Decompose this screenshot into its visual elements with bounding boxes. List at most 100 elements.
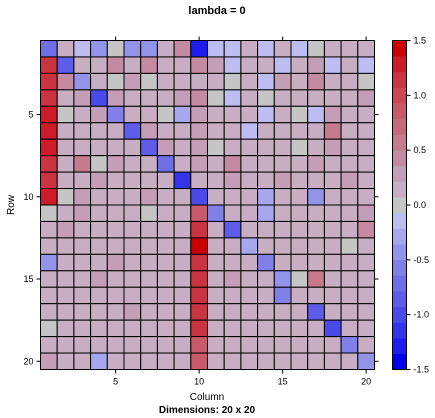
heatmap-cell — [240, 40, 259, 58]
heatmap-cell — [357, 286, 375, 305]
heatmap-cell — [140, 237, 158, 255]
heatmap-cell — [190, 336, 209, 354]
y-tick-label: 20 — [23, 356, 33, 366]
y-axis-label: Row — [6, 194, 17, 215]
heatmap-cell — [56, 286, 75, 305]
heatmap-cell — [307, 122, 325, 140]
heatmap-cell — [223, 171, 242, 190]
heatmap-cell — [173, 204, 192, 222]
heatmap-cell — [207, 122, 225, 140]
heatmap-cell — [106, 286, 125, 305]
heatmap-cell — [240, 253, 259, 272]
colorbar-swatch — [392, 306, 407, 323]
heatmap-cell — [90, 204, 108, 222]
heatmap-cells — [40, 40, 375, 370]
heatmap-cell — [106, 270, 125, 288]
heatmap-cell — [207, 40, 225, 58]
heatmap-cell — [357, 188, 375, 206]
heatmap-cell — [90, 155, 108, 173]
colorbar-swatch — [392, 259, 407, 276]
heatmap-cell — [257, 220, 275, 239]
heatmap-cell — [123, 138, 142, 157]
heatmap-cell — [123, 72, 142, 91]
heatmap-cell — [240, 270, 259, 288]
heatmap-cell — [106, 155, 125, 173]
heatmap-cell — [357, 138, 375, 157]
heatmap-cell — [73, 319, 92, 338]
heatmap-cell — [106, 56, 125, 74]
colorbar-tick-label: -1.0 — [414, 310, 430, 320]
heatmap-cell — [123, 89, 142, 107]
heatmap-cell — [323, 204, 342, 222]
heatmap-cell — [240, 138, 259, 157]
heatmap-cell — [357, 204, 375, 222]
colorbar-tick-label: 1.0 — [414, 90, 427, 100]
heatmap-cell — [207, 352, 225, 370]
heatmap-cell — [106, 336, 125, 354]
heatmap-cell — [257, 105, 275, 124]
heatmap-cell — [56, 122, 75, 140]
heatmap-cell — [90, 220, 108, 239]
heatmap-cell — [207, 188, 225, 206]
y-tick-label: 5 — [28, 110, 33, 120]
heatmap-cell — [56, 40, 75, 58]
heatmap-cell — [340, 171, 359, 190]
heatmap-cell — [357, 319, 375, 338]
heatmap-cell — [290, 188, 309, 206]
colorbar-swatch — [392, 165, 407, 182]
heatmap-cell — [290, 171, 309, 190]
heatmap-cell — [40, 171, 58, 190]
heatmap-cell — [273, 171, 292, 190]
heatmap-cell — [90, 138, 108, 157]
colorbar-swatch — [392, 228, 407, 245]
heatmap-cell — [340, 319, 359, 338]
heatmap-cell — [223, 336, 242, 354]
colorbar-swatch — [392, 275, 407, 292]
heatmap-cell — [340, 105, 359, 124]
heatmap-cell — [56, 253, 75, 272]
heatmap-cell — [56, 336, 75, 354]
heatmap-cell — [73, 204, 92, 222]
heatmap-cell — [223, 105, 242, 124]
heatmap-cell — [323, 155, 342, 173]
heatmap-cell — [156, 303, 175, 321]
heatmap-cell — [257, 237, 275, 255]
heatmap-cell — [290, 352, 309, 370]
heatmap-cell — [123, 270, 142, 288]
heatmap-cell — [273, 122, 292, 140]
heatmap-cell — [223, 237, 242, 255]
heatmap-cell — [290, 237, 309, 255]
heatmap-cell — [340, 89, 359, 107]
heatmap-cell — [140, 171, 158, 190]
heatmap-cell — [323, 253, 342, 272]
heatmap-cell — [56, 56, 75, 74]
heatmap-cell — [223, 56, 242, 74]
heatmap-cell — [207, 72, 225, 91]
heatmap-cell — [207, 220, 225, 239]
heatmap-cell — [207, 319, 225, 338]
heatmap-cell — [56, 319, 75, 338]
heatmap-cell — [307, 303, 325, 321]
heatmap-cell — [73, 237, 92, 255]
heatmap-cell — [90, 72, 108, 91]
heatmap-cell — [156, 122, 175, 140]
heatmap-cell — [40, 352, 58, 370]
heatmap-cell — [106, 171, 125, 190]
heatmap-cell — [340, 56, 359, 74]
heatmap-cell — [106, 188, 125, 206]
heatmap-cell — [173, 270, 192, 288]
heatmap-cell — [73, 336, 92, 354]
heatmap-cell — [40, 286, 58, 305]
heatmap-cell — [307, 105, 325, 124]
heatmap-cell — [290, 336, 309, 354]
heatmap-cell — [156, 40, 175, 58]
colorbar-swatch — [392, 56, 407, 73]
heatmap-cell — [173, 336, 192, 354]
heatmap-cell — [223, 122, 242, 140]
heatmap-cell — [140, 155, 158, 173]
heatmap-cell — [90, 237, 108, 255]
heatmap-cell — [190, 122, 209, 140]
heatmap-cell — [106, 40, 125, 58]
heatmap-cell — [223, 72, 242, 91]
heatmap-cell — [223, 89, 242, 107]
